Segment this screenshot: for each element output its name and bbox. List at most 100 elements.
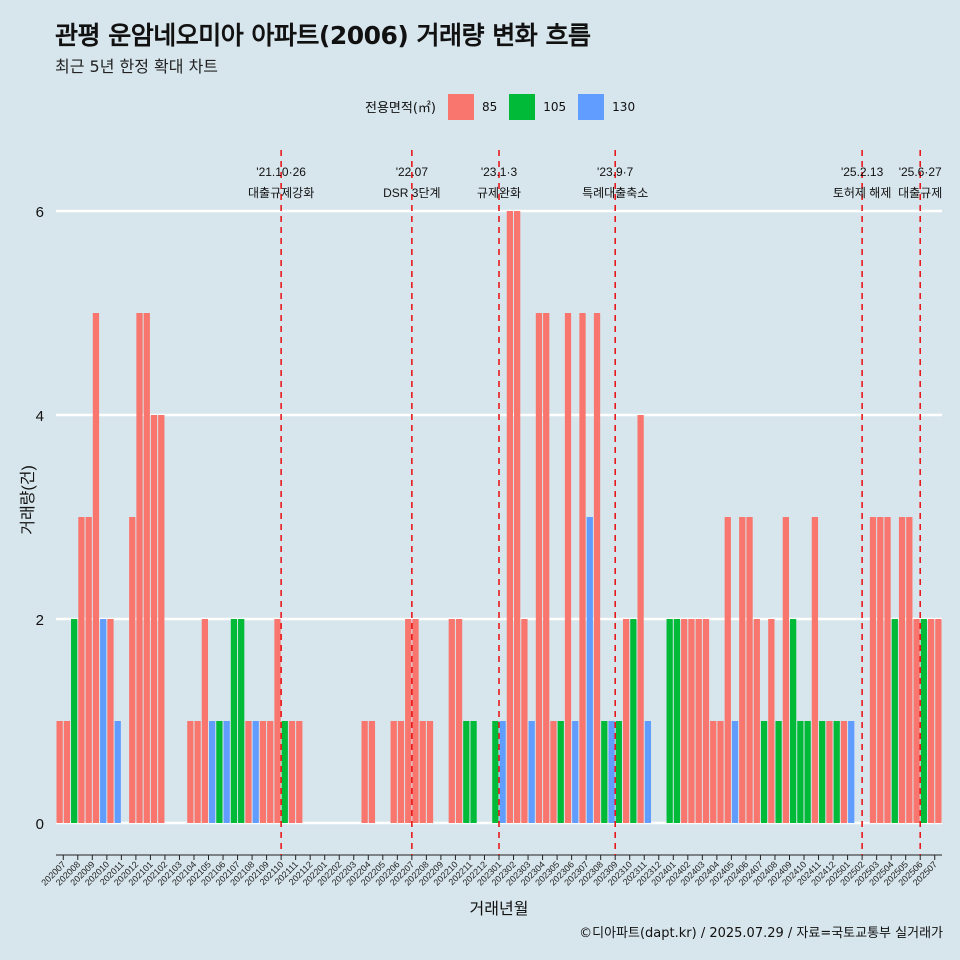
- y-tick-label-6: 6: [36, 204, 44, 221]
- bar-202012-85-0: [129, 517, 136, 823]
- bar-202009-85-1: [92, 313, 100, 823]
- bar-202107-105-0: [230, 619, 238, 823]
- annotation-label-1: DSR 3단계: [383, 186, 440, 200]
- bar-202301-130-1: [499, 721, 506, 823]
- bar-202204-85-1: [368, 721, 376, 823]
- bar-202105-85-0: [201, 619, 209, 823]
- legend-swatch-85: [447, 93, 474, 120]
- annotation-date-3: '23.9·7: [597, 165, 634, 179]
- bar-202505-85-1: [906, 517, 913, 823]
- bar-202207-85-1: [412, 619, 419, 823]
- bar-202210-85-0: [448, 619, 455, 823]
- bar-202405-130-1: [731, 721, 739, 823]
- y-tick-label-0: 0: [36, 816, 44, 833]
- bar-202305-105-1: [557, 721, 564, 823]
- annotation-date-4: '25.2.13: [841, 165, 884, 179]
- bar-202402-85-0: [681, 619, 688, 823]
- chart-subtitle: 최근 5년 한정 확대 차트: [55, 57, 219, 76]
- bar-202010-85-1: [107, 619, 114, 823]
- bar-202110-85-0: [274, 619, 281, 823]
- annotation-date-5: '25.6·27: [899, 165, 942, 179]
- legend-label-130: 130: [612, 99, 636, 114]
- bar-202012-85-1: [136, 313, 143, 823]
- bar-202007-85-0: [56, 721, 63, 823]
- bar-202306-85-0: [564, 313, 572, 823]
- annotation-label-4: 토허제 해제: [833, 186, 892, 200]
- bar-202311-130-1: [644, 721, 652, 823]
- bar-202411-105-1: [819, 721, 826, 823]
- bar-202007-85-1: [63, 721, 71, 823]
- bar-202105-130-1: [209, 721, 216, 823]
- bar-202410-105-1: [804, 721, 811, 823]
- bar-202106-130-1: [223, 721, 230, 823]
- legend-label-105: 105: [543, 99, 567, 114]
- bar-202410-105-0: [797, 721, 804, 823]
- bar-202409-105-1: [789, 619, 797, 823]
- bar-202309-105-1: [615, 721, 622, 823]
- bar-202412-105-1: [833, 721, 840, 823]
- bar-202503-85-0: [869, 517, 877, 823]
- bar-202303-85-0: [521, 619, 528, 823]
- bar-202406-85-0: [739, 517, 746, 823]
- legend: 전용면적(㎡) 85 105 130: [365, 93, 647, 120]
- bar-202008-85-1: [78, 517, 85, 823]
- bar-202109-85-1: [267, 721, 274, 823]
- bar-202309-130-0: [608, 721, 615, 823]
- bar-202104-85-0: [187, 721, 194, 823]
- bar-202108-130-1: [252, 721, 259, 823]
- legend-item-105: 105: [509, 93, 567, 120]
- bar-202405-85-0: [724, 517, 731, 823]
- bar-202404-85-0: [710, 721, 717, 823]
- bar-202406-85-1: [746, 517, 753, 823]
- bar-202404-85-1: [717, 721, 724, 823]
- bar-202412-85-0: [826, 721, 833, 823]
- annotation-date-0: '21.10·26: [256, 165, 306, 179]
- bar-202401-105-1: [673, 619, 681, 823]
- bar-202306-130-1: [572, 721, 579, 823]
- bar-202303-130-1: [528, 721, 535, 823]
- bar-202010-130-0: [100, 619, 107, 823]
- bar-202305-85-0: [550, 721, 557, 823]
- y-axis-title: 거래량(건): [19, 465, 37, 535]
- source-caption: ©디아파트(dapt.kr) / 2025.07.29 / 자료=국토교통부 실…: [579, 926, 943, 941]
- bar-202504-85-0: [884, 517, 891, 823]
- annotation-date-1: '22.07: [396, 165, 429, 179]
- bar-202311-85-0: [637, 415, 644, 823]
- x-axis-title: 거래년월: [470, 900, 529, 918]
- bar-202206-85-1: [397, 721, 405, 823]
- bar-202111-85-1: [296, 721, 303, 823]
- legend-item-85: 85: [447, 93, 498, 120]
- annotation-date-2: '23.1·3: [481, 165, 518, 179]
- bar-202307-85-0: [579, 313, 586, 823]
- bar-202111-85-0: [288, 721, 296, 823]
- bar-202507-85-1: [935, 619, 942, 823]
- bar-202506-105-1: [920, 619, 927, 823]
- bar-202505-85-0: [898, 517, 906, 823]
- bar-202407-105-1: [760, 721, 768, 823]
- chart-title: 관평 운암네오미아 아파트(2006) 거래량 변화 흐름: [55, 21, 591, 50]
- bar-202208-85-1: [426, 721, 434, 823]
- bar-202506-85-0: [913, 619, 920, 823]
- legend-title: 전용면적(㎡): [365, 101, 436, 116]
- bar-202304-85-1: [543, 313, 550, 823]
- bar-202401-105-0: [666, 619, 673, 823]
- bar-202408-85-0: [768, 619, 775, 823]
- bar-202308-85-0: [593, 313, 601, 823]
- legend-label-85: 85: [481, 99, 498, 114]
- y-tick-label-4: 4: [36, 408, 44, 425]
- bar-202411-85-0: [811, 517, 819, 823]
- bar-202206-85-0: [390, 721, 397, 823]
- bar-202302-85-1: [514, 211, 521, 823]
- bar-202403-85-1: [702, 619, 710, 823]
- bar-202008-105-0: [71, 619, 78, 823]
- y-tick-label-2: 2: [36, 612, 44, 629]
- bar-202207-85-0: [405, 619, 412, 823]
- bar-202009-85-0: [85, 517, 92, 823]
- bar-202211-105-1: [470, 721, 477, 823]
- bar-202211-105-0: [463, 721, 470, 823]
- bar-202208-85-0: [419, 721, 426, 823]
- bar-202402-85-1: [688, 619, 695, 823]
- bar-202503-85-1: [877, 517, 884, 823]
- bar-202310-105-1: [630, 619, 637, 823]
